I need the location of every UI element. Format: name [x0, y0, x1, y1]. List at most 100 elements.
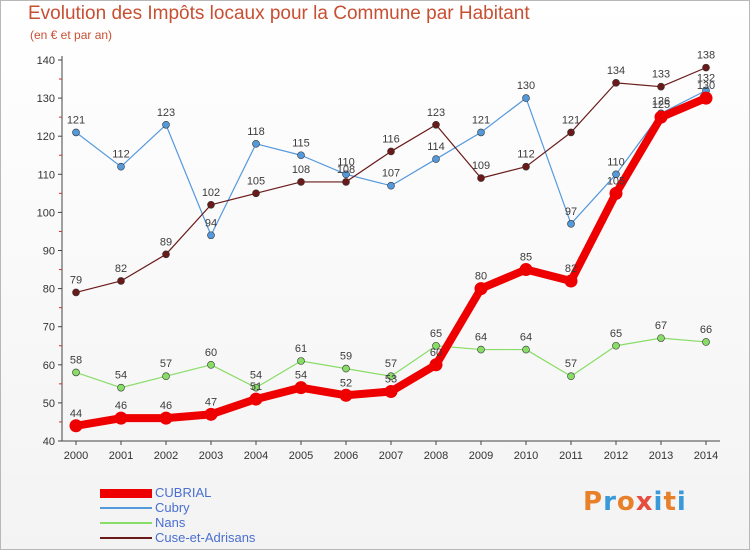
y-tick-label: 90: [43, 246, 55, 258]
data-label: 64: [475, 332, 487, 344]
y-tick-label: 140: [37, 55, 55, 67]
data-label: 57: [565, 358, 577, 370]
series-nans: [72, 334, 710, 392]
data-point: [702, 63, 710, 72]
data-label: 125: [652, 99, 670, 111]
data-point: [567, 128, 575, 137]
y-tick-label: 120: [37, 131, 55, 143]
data-point: [297, 178, 305, 186]
data-label: 54: [250, 370, 262, 382]
data-label: 132: [697, 72, 715, 84]
chart-subtitle: (en € et par an): [30, 28, 113, 42]
data-point: [612, 79, 620, 87]
data-point: [477, 174, 485, 182]
x-tick-label: 2006: [334, 450, 358, 462]
data-label: 121: [562, 114, 580, 126]
data-point: [69, 419, 83, 433]
data-point: [477, 345, 485, 354]
y-tick-label: 80: [43, 284, 55, 296]
x-tick-label: 2008: [424, 450, 448, 462]
data-point: [654, 110, 668, 124]
data-label: 79: [70, 274, 82, 286]
data-point: [432, 120, 440, 129]
data-point: [297, 357, 305, 365]
legend-label: Cubry: [155, 500, 190, 515]
y-tick-label: 40: [43, 436, 55, 448]
data-point: [384, 384, 398, 398]
data-label: 66: [700, 324, 712, 336]
series-layer: [69, 63, 713, 433]
legend-swatch: [100, 522, 152, 524]
x-tick-label: 2014: [694, 450, 718, 462]
x-tick-label: 2011: [559, 450, 583, 462]
data-label: 89: [160, 236, 172, 248]
data-point: [519, 263, 533, 277]
data-label: 110: [337, 156, 355, 168]
data-point: [162, 372, 170, 381]
legend-swatch: [100, 507, 152, 509]
x-tick-label: 2004: [244, 450, 268, 462]
series-cuse-et-adrisans: [72, 63, 710, 297]
y-tick-label: 130: [37, 93, 55, 105]
data-point: [342, 170, 350, 179]
data-label: 114: [427, 141, 445, 153]
x-tick-label: 2002: [154, 450, 178, 462]
data-label: 130: [697, 80, 715, 92]
logo-letter: t: [663, 487, 677, 517]
data-label: 130: [517, 80, 535, 92]
data-point: [117, 162, 125, 171]
x-tick-label: 2001: [109, 450, 133, 462]
legend-swatch: [100, 537, 152, 539]
series-cubry: [72, 86, 710, 240]
data-label: 60: [205, 347, 217, 359]
data-label: 102: [202, 187, 220, 199]
data-label: 51: [250, 381, 262, 393]
data-label: 121: [67, 114, 85, 126]
data-label: 64: [520, 332, 532, 344]
x-tick-label: 2010: [514, 450, 538, 462]
data-label: 57: [160, 358, 172, 370]
data-label: 80: [475, 271, 487, 283]
data-point: [387, 372, 395, 381]
data-point: [522, 162, 530, 171]
logo-letter: i: [676, 487, 687, 517]
data-label: 58: [70, 354, 82, 366]
logo-letter: r: [603, 487, 617, 517]
legend-label: Nans: [155, 515, 186, 530]
data-point: [567, 372, 575, 381]
data-label: 134: [607, 65, 625, 77]
data-point: [567, 220, 575, 228]
data-label: 82: [115, 263, 127, 275]
data-point: [72, 128, 80, 137]
data-point: [702, 338, 710, 346]
data-point: [612, 170, 620, 179]
data-point: [522, 94, 530, 102]
data-point: [522, 345, 530, 354]
x-tick-label: 2013: [649, 450, 673, 462]
data-point: [339, 388, 353, 402]
data-label: 46: [160, 400, 172, 412]
data-label: 97: [565, 206, 577, 218]
data-label: 54: [295, 370, 307, 382]
data-point: [117, 383, 125, 392]
series-cubrial: [69, 91, 713, 433]
data-label: 109: [472, 160, 490, 172]
data-point: [342, 364, 350, 373]
data-label: 52: [340, 377, 352, 389]
x-tick-label: 2012: [604, 450, 628, 462]
data-point: [297, 151, 305, 160]
data-point: [477, 128, 485, 137]
data-point: [207, 231, 215, 240]
data-label: 126: [652, 95, 670, 107]
data-label: 65: [610, 328, 622, 340]
data-label: 138: [697, 50, 715, 62]
data-point: [342, 178, 350, 186]
data-label: 65: [430, 328, 442, 340]
y-tick-label: 100: [37, 207, 55, 219]
data-point: [474, 282, 488, 296]
data-label: 108: [337, 164, 355, 176]
data-label: 123: [427, 107, 445, 119]
logo-letter: P: [583, 487, 604, 517]
